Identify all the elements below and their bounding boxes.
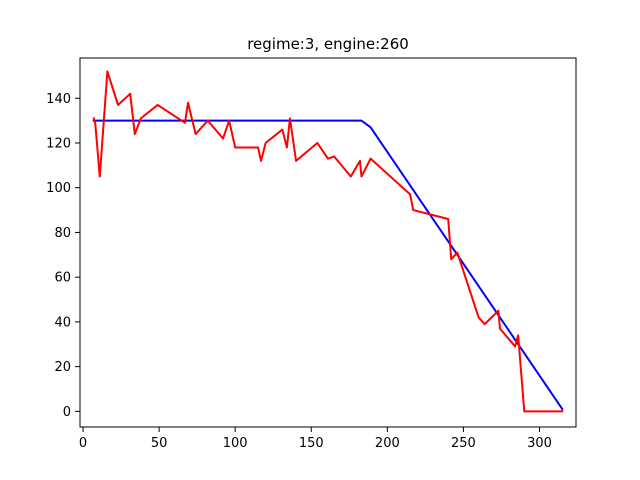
y-tick-label: 40: [54, 315, 71, 330]
x-tick-label: 150: [299, 436, 324, 451]
y-tick-label: 100: [46, 181, 71, 196]
y-tick-label: 120: [46, 136, 71, 151]
y-tick-label: 0: [63, 405, 71, 420]
y-tick-label: 20: [54, 360, 71, 375]
y-tick-label: 140: [46, 92, 71, 107]
x-tick-label: 50: [151, 436, 168, 451]
x-tick-label: 300: [527, 436, 552, 451]
chart-title: regime:3, engine:260: [247, 35, 409, 53]
x-tick-label: 200: [375, 436, 400, 451]
x-tick-label: 100: [223, 436, 248, 451]
x-tick-label: 0: [79, 436, 87, 451]
series-line-1: [92, 119, 564, 411]
axes-layer: 0 50 100 150 200 250 300 0 20 40 60 80 100 120 140: [46, 57, 577, 451]
series-layer: [92, 70, 564, 413]
plot-frame: [79, 57, 577, 428]
x-tick-label: 250: [451, 436, 476, 451]
y-tick-label: 60: [54, 271, 71, 286]
series-line-2: [92, 70, 564, 413]
y-tick-label: 80: [54, 226, 71, 241]
